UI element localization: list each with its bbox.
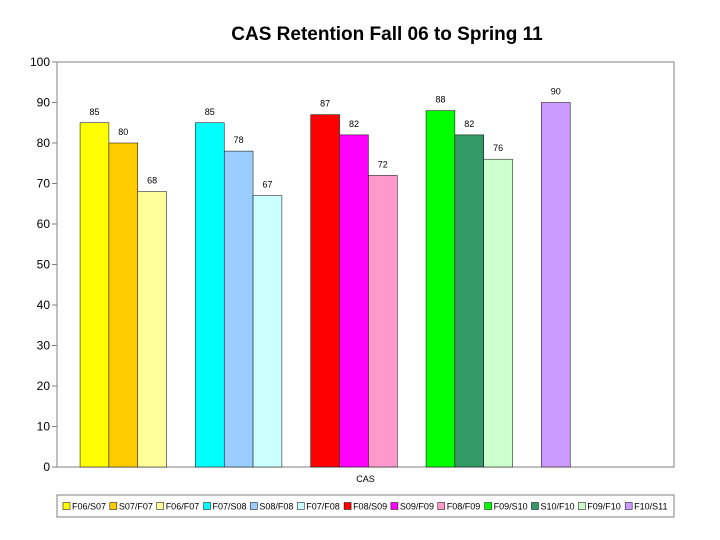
legend-swatch — [390, 502, 399, 510]
bar-s07-f07 — [108, 142, 138, 468]
data-label: 85 — [205, 107, 215, 117]
bar-f07-s08 — [195, 122, 225, 468]
y-tick-label: 30 — [37, 339, 51, 353]
legend-swatch — [578, 502, 586, 510]
legend-entry: F10/S11 — [634, 502, 667, 512]
legend-swatch — [203, 502, 211, 510]
y-tick-label: 50 — [37, 258, 51, 272]
legend-swatch — [62, 502, 71, 510]
bar-f07-f08 — [252, 195, 283, 468]
bar-f06-f07 — [137, 191, 167, 468]
legend-swatch — [250, 502, 258, 510]
data-label: 67 — [262, 180, 272, 190]
legend-swatch — [531, 502, 539, 510]
legend-swatch — [109, 502, 118, 510]
y-tick-label: 80 — [37, 136, 51, 150]
bar-f09-f10 — [483, 158, 513, 468]
legend-entry: F08/F09 — [447, 502, 481, 512]
legend-swatch — [296, 502, 305, 510]
y-tick-label: 40 — [37, 298, 51, 312]
legend-swatch — [624, 502, 633, 510]
legend-entry: S08/F08 — [259, 502, 293, 512]
x-category-label: CAS — [356, 474, 375, 484]
data-label: 78 — [234, 135, 244, 145]
x-axis: CAS — [356, 474, 375, 484]
legend-entry: F08/S09 — [353, 502, 387, 512]
y-tick-label: 20 — [37, 379, 51, 393]
legend-entry: S10/F10 — [540, 502, 574, 512]
data-label: 90 — [551, 87, 561, 97]
legend-entry: F09/F10 — [587, 502, 621, 512]
data-label: 87 — [320, 99, 330, 109]
bars — [79, 102, 571, 468]
y-tick-label: 100 — [30, 55, 50, 69]
data-label: 88 — [435, 95, 445, 105]
legend-entry: S09/F09 — [400, 502, 434, 512]
legend: F06/S07 S07/F07 F06/F07 F07/S08 S08/F08 F07/F… — [56, 494, 675, 518]
y-tick-label: 70 — [37, 177, 51, 191]
bar-f09-s10 — [425, 110, 456, 468]
bar-f06-s07 — [79, 122, 110, 468]
legend-entry: F06/F07 — [166, 502, 200, 512]
legend-swatch — [156, 502, 164, 510]
data-label: 82 — [464, 119, 474, 129]
bar-s10-f10 — [454, 134, 484, 468]
chart-title: CAS Retention Fall 06 to Spring 11 — [231, 24, 543, 45]
y-tick-label: 90 — [37, 96, 51, 110]
y-tick-label: 0 — [43, 460, 50, 474]
legend-entry: F09/S10 — [494, 502, 528, 512]
legend-entry: S07/F07 — [119, 502, 153, 512]
bar-f10-s11 — [541, 102, 571, 468]
legend-entry: F07/F08 — [306, 502, 340, 512]
legend-swatch — [343, 502, 352, 510]
data-label: 82 — [349, 119, 359, 129]
data-label: 68 — [147, 176, 157, 186]
bar-f08-f09 — [368, 175, 398, 468]
data-label: 76 — [493, 143, 503, 153]
bar-s09-f09 — [339, 134, 369, 468]
legend-entry: F07/S08 — [213, 502, 247, 512]
y-tick-label: 60 — [37, 217, 51, 231]
data-label: 85 — [89, 107, 99, 117]
legend-entry: F06/S07 — [72, 502, 106, 512]
bar-f08-s09 — [310, 114, 340, 468]
legend-swatch — [484, 502, 492, 510]
y-axis: 0 10 20 30 40 50 60 70 80 90 100 — [30, 55, 57, 474]
bar-s08-f08 — [223, 150, 254, 468]
legend-box — [56, 494, 675, 518]
data-label: 80 — [118, 127, 128, 137]
y-tick-label: 10 — [37, 420, 51, 434]
data-labels: 85 80 68 85 78 67 87 82 72 88 82 76 90 — [89, 87, 560, 190]
legend-swatch — [437, 502, 446, 510]
data-label: 72 — [378, 159, 388, 169]
